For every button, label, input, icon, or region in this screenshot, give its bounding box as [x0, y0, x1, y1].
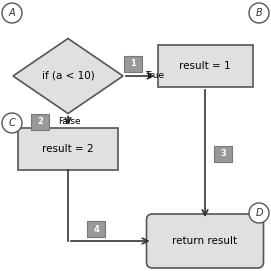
Polygon shape — [13, 38, 123, 114]
FancyBboxPatch shape — [214, 146, 232, 162]
FancyBboxPatch shape — [87, 221, 105, 237]
Text: if (a < 10): if (a < 10) — [42, 71, 94, 81]
FancyBboxPatch shape — [157, 45, 253, 87]
FancyBboxPatch shape — [124, 56, 142, 72]
Text: False: False — [58, 117, 81, 126]
Circle shape — [249, 203, 269, 223]
Text: 3: 3 — [220, 149, 226, 158]
Text: result = 2: result = 2 — [42, 144, 94, 154]
Text: True: True — [145, 70, 164, 79]
Text: A: A — [9, 8, 15, 18]
FancyBboxPatch shape — [147, 214, 263, 268]
Text: return result: return result — [172, 236, 238, 246]
Text: D: D — [255, 208, 263, 218]
FancyBboxPatch shape — [31, 114, 49, 130]
Text: 2: 2 — [37, 117, 43, 126]
Text: 1: 1 — [130, 60, 136, 69]
FancyBboxPatch shape — [18, 128, 118, 170]
Circle shape — [249, 3, 269, 23]
Text: result = 1: result = 1 — [179, 61, 231, 71]
Text: C: C — [9, 118, 15, 128]
Circle shape — [2, 3, 22, 23]
Text: 4: 4 — [93, 224, 99, 234]
Text: B: B — [256, 8, 262, 18]
Circle shape — [2, 113, 22, 133]
